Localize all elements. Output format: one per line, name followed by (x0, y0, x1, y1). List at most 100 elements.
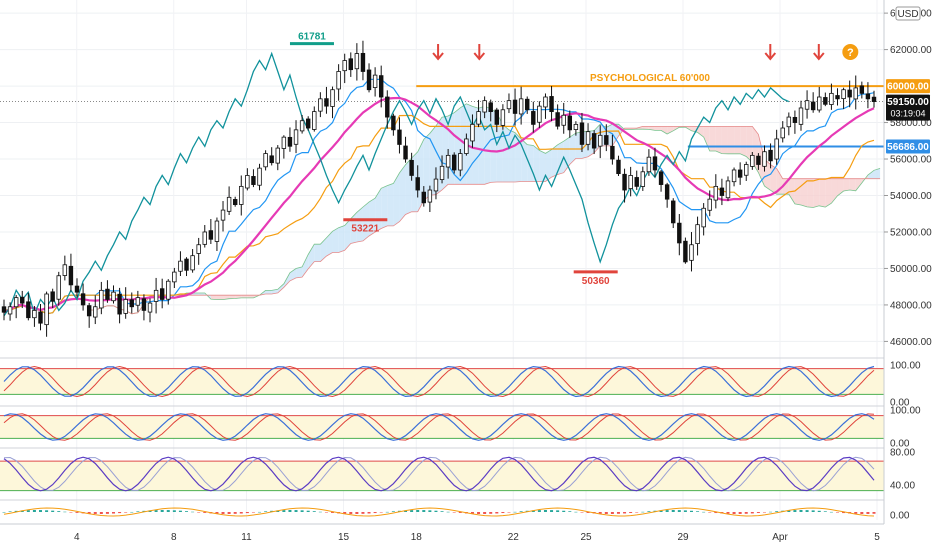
cloud-segment (764, 159, 771, 191)
cloud-segment (241, 295, 248, 298)
oscillator-main-line (3, 456, 875, 492)
macd-histogram-bar (367, 512, 371, 514)
macd-histogram-bar (860, 512, 864, 514)
price-tick-label: 50000.00 (890, 264, 932, 275)
candle-body (598, 134, 603, 147)
macd-histogram-bar (32, 510, 36, 512)
cloud-segment (198, 292, 205, 296)
candle-body (403, 145, 408, 160)
oscillator-signal-line (3, 365, 875, 398)
oscillator-tick-label: 100.00 (890, 406, 921, 417)
price-tick-label: 58000.00 (890, 118, 932, 129)
cloud-segment (399, 164, 406, 222)
macd-histogram-bar (136, 511, 140, 512)
candle-body (123, 299, 128, 314)
cloud-segment (715, 126, 722, 154)
cloud-segment (296, 266, 303, 278)
candle-body (695, 224, 700, 245)
candle-body (604, 135, 609, 145)
candle-body (44, 293, 49, 326)
cloud-segment (819, 178, 826, 208)
macd-histogram-bar (288, 510, 292, 512)
macd-histogram-bar (130, 511, 134, 513)
cloud-segment (545, 149, 552, 182)
macd-histogram-bar (659, 510, 663, 512)
candle-body (378, 75, 384, 98)
price-axis: 64000.0062000.0058000.0056000.0054000.00… (883, 0, 932, 524)
macd-signal-line (3, 507, 875, 517)
macd-histogram-bar (483, 512, 487, 514)
candle-body (166, 280, 171, 300)
macd-histogram-bar (537, 510, 541, 512)
macd-histogram-bar (604, 512, 608, 514)
oscillator-tick-label: 0.00 (890, 439, 910, 450)
macd-histogram-bar (647, 511, 651, 512)
cloud-segment (746, 126, 753, 163)
macd-histogram-bar (501, 512, 505, 514)
candle-body (427, 189, 433, 203)
macd-histogram-bar (404, 510, 408, 512)
macd-histogram-bar (732, 512, 736, 514)
candle-body (634, 177, 639, 187)
macd-histogram-bar (87, 512, 91, 514)
cloud-segment (855, 178, 862, 191)
cloud-segment (302, 254, 309, 278)
macd-histogram-bar (787, 510, 791, 512)
candle-body (239, 185, 244, 205)
candle-body (622, 173, 627, 191)
macd-histogram-bar (185, 511, 189, 512)
macd-histogram-bar (385, 511, 389, 513)
macd-histogram-bar (519, 511, 523, 512)
candle-body (616, 159, 621, 175)
cloud-segment (612, 124, 619, 146)
candle-body (750, 154, 755, 167)
macd-histogram-bar (556, 510, 560, 512)
band (0, 368, 884, 395)
candle-body (719, 187, 725, 196)
oscillator-tick-label: 80.00 (890, 448, 915, 459)
candle-body (865, 93, 871, 100)
candle-body (32, 310, 37, 319)
candle-body (823, 97, 828, 105)
macd-histogram-bar (696, 511, 700, 512)
macd-histogram-bar (775, 511, 779, 512)
candle-body (99, 289, 104, 309)
candle-body (579, 122, 585, 145)
candle-body (610, 145, 615, 160)
macd-histogram-bar (258, 511, 262, 513)
oscillator-signal-line (3, 413, 875, 441)
candle-body (744, 164, 749, 176)
candle-body (342, 60, 347, 72)
macd-histogram-bar (294, 510, 298, 512)
down-arrow-icon (432, 44, 444, 61)
candle-body (129, 299, 134, 308)
cloud-segment (502, 124, 509, 183)
candle-body (391, 115, 396, 131)
candle-body (464, 138, 469, 154)
macd-histogram-bar (805, 510, 809, 512)
macd-histogram-bar (616, 512, 620, 514)
macd-histogram-bar (580, 512, 584, 513)
candle-body (792, 116, 798, 123)
cloud-segment (320, 237, 327, 262)
macd-histogram-bar (671, 510, 675, 512)
candle-body (245, 175, 250, 189)
annotation-label: 50360 (582, 276, 610, 287)
macd-histogram-bar (251, 512, 255, 513)
macd-histogram-bar (318, 511, 322, 513)
candle-body (62, 264, 68, 276)
time-tick-label: Apr (772, 532, 788, 543)
macd-histogram-bar (677, 510, 681, 512)
macd-histogram-bar (726, 512, 730, 514)
macd-histogram-bar (124, 512, 128, 513)
macd-histogram-bar (756, 512, 760, 513)
macd-histogram-bar (854, 512, 858, 514)
time-axis: 4 8 11 15 18 22 25 29 Apr 5 (0, 523, 884, 543)
candle-body (786, 116, 792, 128)
cloud-segment (508, 129, 516, 183)
time-tick-label: 22 (508, 532, 520, 543)
macd-histogram-bar (543, 510, 547, 512)
cloud-segment (721, 126, 728, 154)
